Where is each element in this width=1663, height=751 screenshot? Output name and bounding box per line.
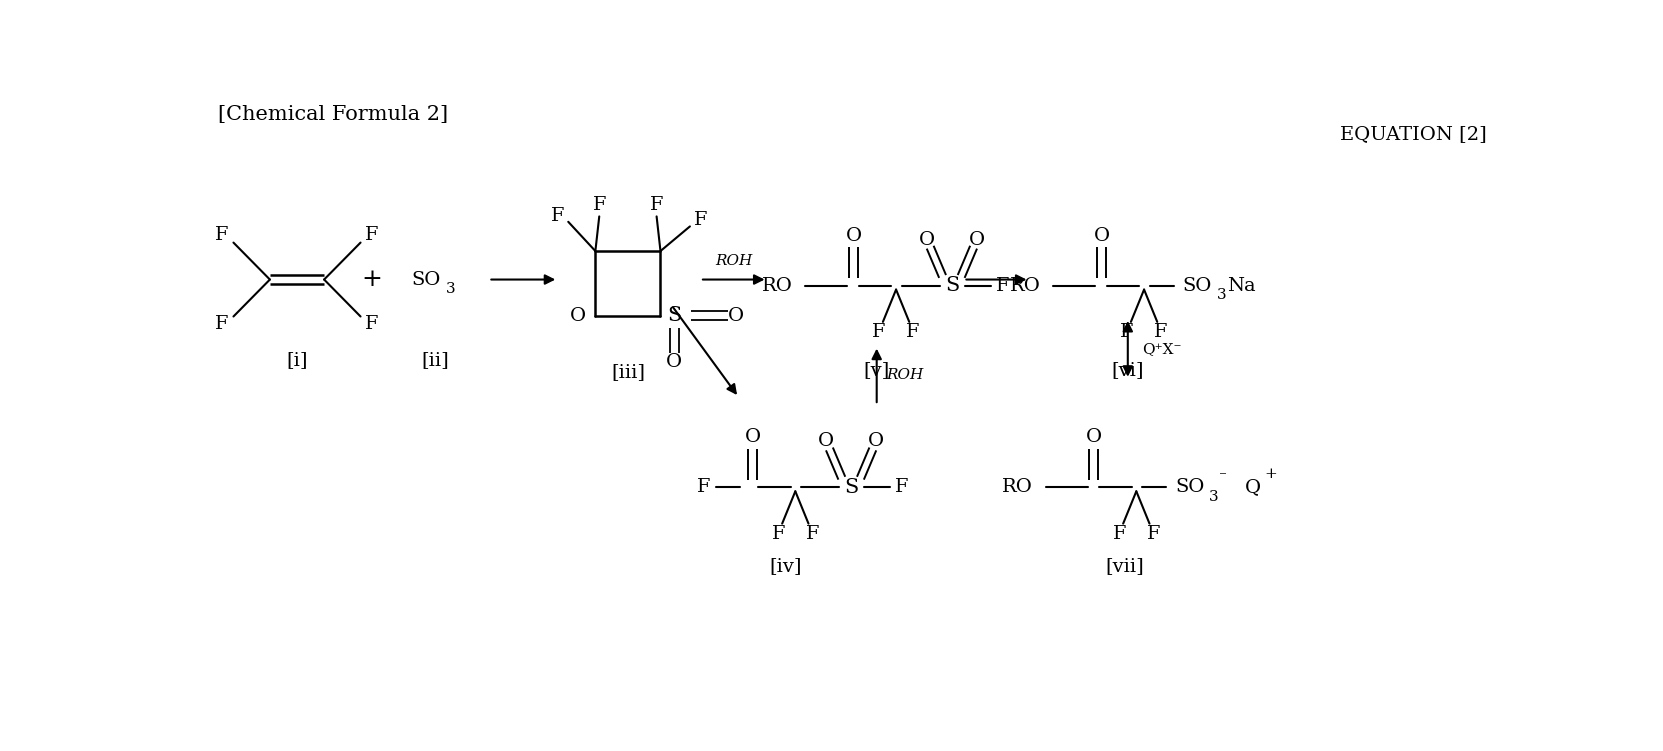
Text: S: S bbox=[667, 306, 682, 325]
Text: F: F bbox=[1154, 323, 1167, 341]
Text: O: O bbox=[968, 231, 984, 249]
Text: F: F bbox=[805, 525, 820, 543]
Text: [iv]: [iv] bbox=[768, 557, 802, 575]
Text: F: F bbox=[650, 196, 664, 214]
Text: [Chemical Formula 2]: [Chemical Formula 2] bbox=[218, 104, 447, 124]
Text: O: O bbox=[868, 433, 885, 451]
Text: ROH: ROH bbox=[886, 369, 923, 382]
Text: O: O bbox=[667, 353, 682, 371]
Text: O: O bbox=[920, 231, 935, 249]
Text: SO: SO bbox=[411, 270, 441, 288]
Text: F: F bbox=[366, 226, 379, 244]
Text: RO: RO bbox=[762, 276, 793, 294]
Text: F: F bbox=[366, 315, 379, 333]
Text: O: O bbox=[1086, 428, 1103, 446]
Text: 3: 3 bbox=[1209, 490, 1219, 504]
Text: [v]: [v] bbox=[863, 361, 890, 379]
Text: ROH: ROH bbox=[715, 254, 752, 268]
Text: EQUATION [2]: EQUATION [2] bbox=[1340, 125, 1487, 143]
Text: [i]: [i] bbox=[286, 351, 308, 369]
Text: S: S bbox=[945, 276, 960, 295]
Text: Q: Q bbox=[1246, 478, 1261, 496]
Text: ⁻: ⁻ bbox=[1219, 471, 1227, 485]
Text: SO: SO bbox=[1176, 478, 1204, 496]
Text: O: O bbox=[818, 433, 835, 451]
Text: F: F bbox=[215, 315, 228, 333]
Text: 3: 3 bbox=[446, 282, 456, 296]
Text: F: F bbox=[1121, 323, 1134, 341]
Text: O: O bbox=[845, 227, 861, 245]
Text: Q⁺X⁻: Q⁺X⁻ bbox=[1142, 342, 1181, 356]
Text: F: F bbox=[873, 323, 886, 341]
Text: [iii]: [iii] bbox=[610, 363, 645, 381]
Text: [vii]: [vii] bbox=[1106, 557, 1144, 575]
Text: [ii]: [ii] bbox=[421, 351, 449, 369]
Text: 3: 3 bbox=[1217, 288, 1227, 302]
Text: S: S bbox=[845, 478, 858, 497]
Text: F: F bbox=[592, 196, 605, 214]
Text: O: O bbox=[1093, 227, 1109, 245]
Text: F: F bbox=[215, 226, 228, 244]
Text: O: O bbox=[745, 428, 760, 446]
Text: F: F bbox=[1146, 525, 1161, 543]
Text: Na: Na bbox=[1227, 276, 1256, 294]
Text: F: F bbox=[552, 207, 565, 225]
Text: [vi]: [vi] bbox=[1111, 361, 1144, 379]
Text: F: F bbox=[697, 478, 710, 496]
Text: +: + bbox=[1264, 466, 1277, 481]
Text: F: F bbox=[895, 478, 908, 496]
Text: F: F bbox=[772, 525, 785, 543]
Text: F: F bbox=[906, 323, 920, 341]
Text: RO: RO bbox=[1009, 276, 1041, 294]
Text: O: O bbox=[570, 306, 587, 324]
Text: RO: RO bbox=[1003, 478, 1033, 496]
Text: SO: SO bbox=[1182, 276, 1212, 294]
Text: +: + bbox=[363, 268, 382, 291]
Text: F: F bbox=[996, 276, 1009, 294]
Text: O: O bbox=[728, 306, 743, 324]
Text: F: F bbox=[1113, 525, 1126, 543]
Text: F: F bbox=[693, 211, 707, 229]
